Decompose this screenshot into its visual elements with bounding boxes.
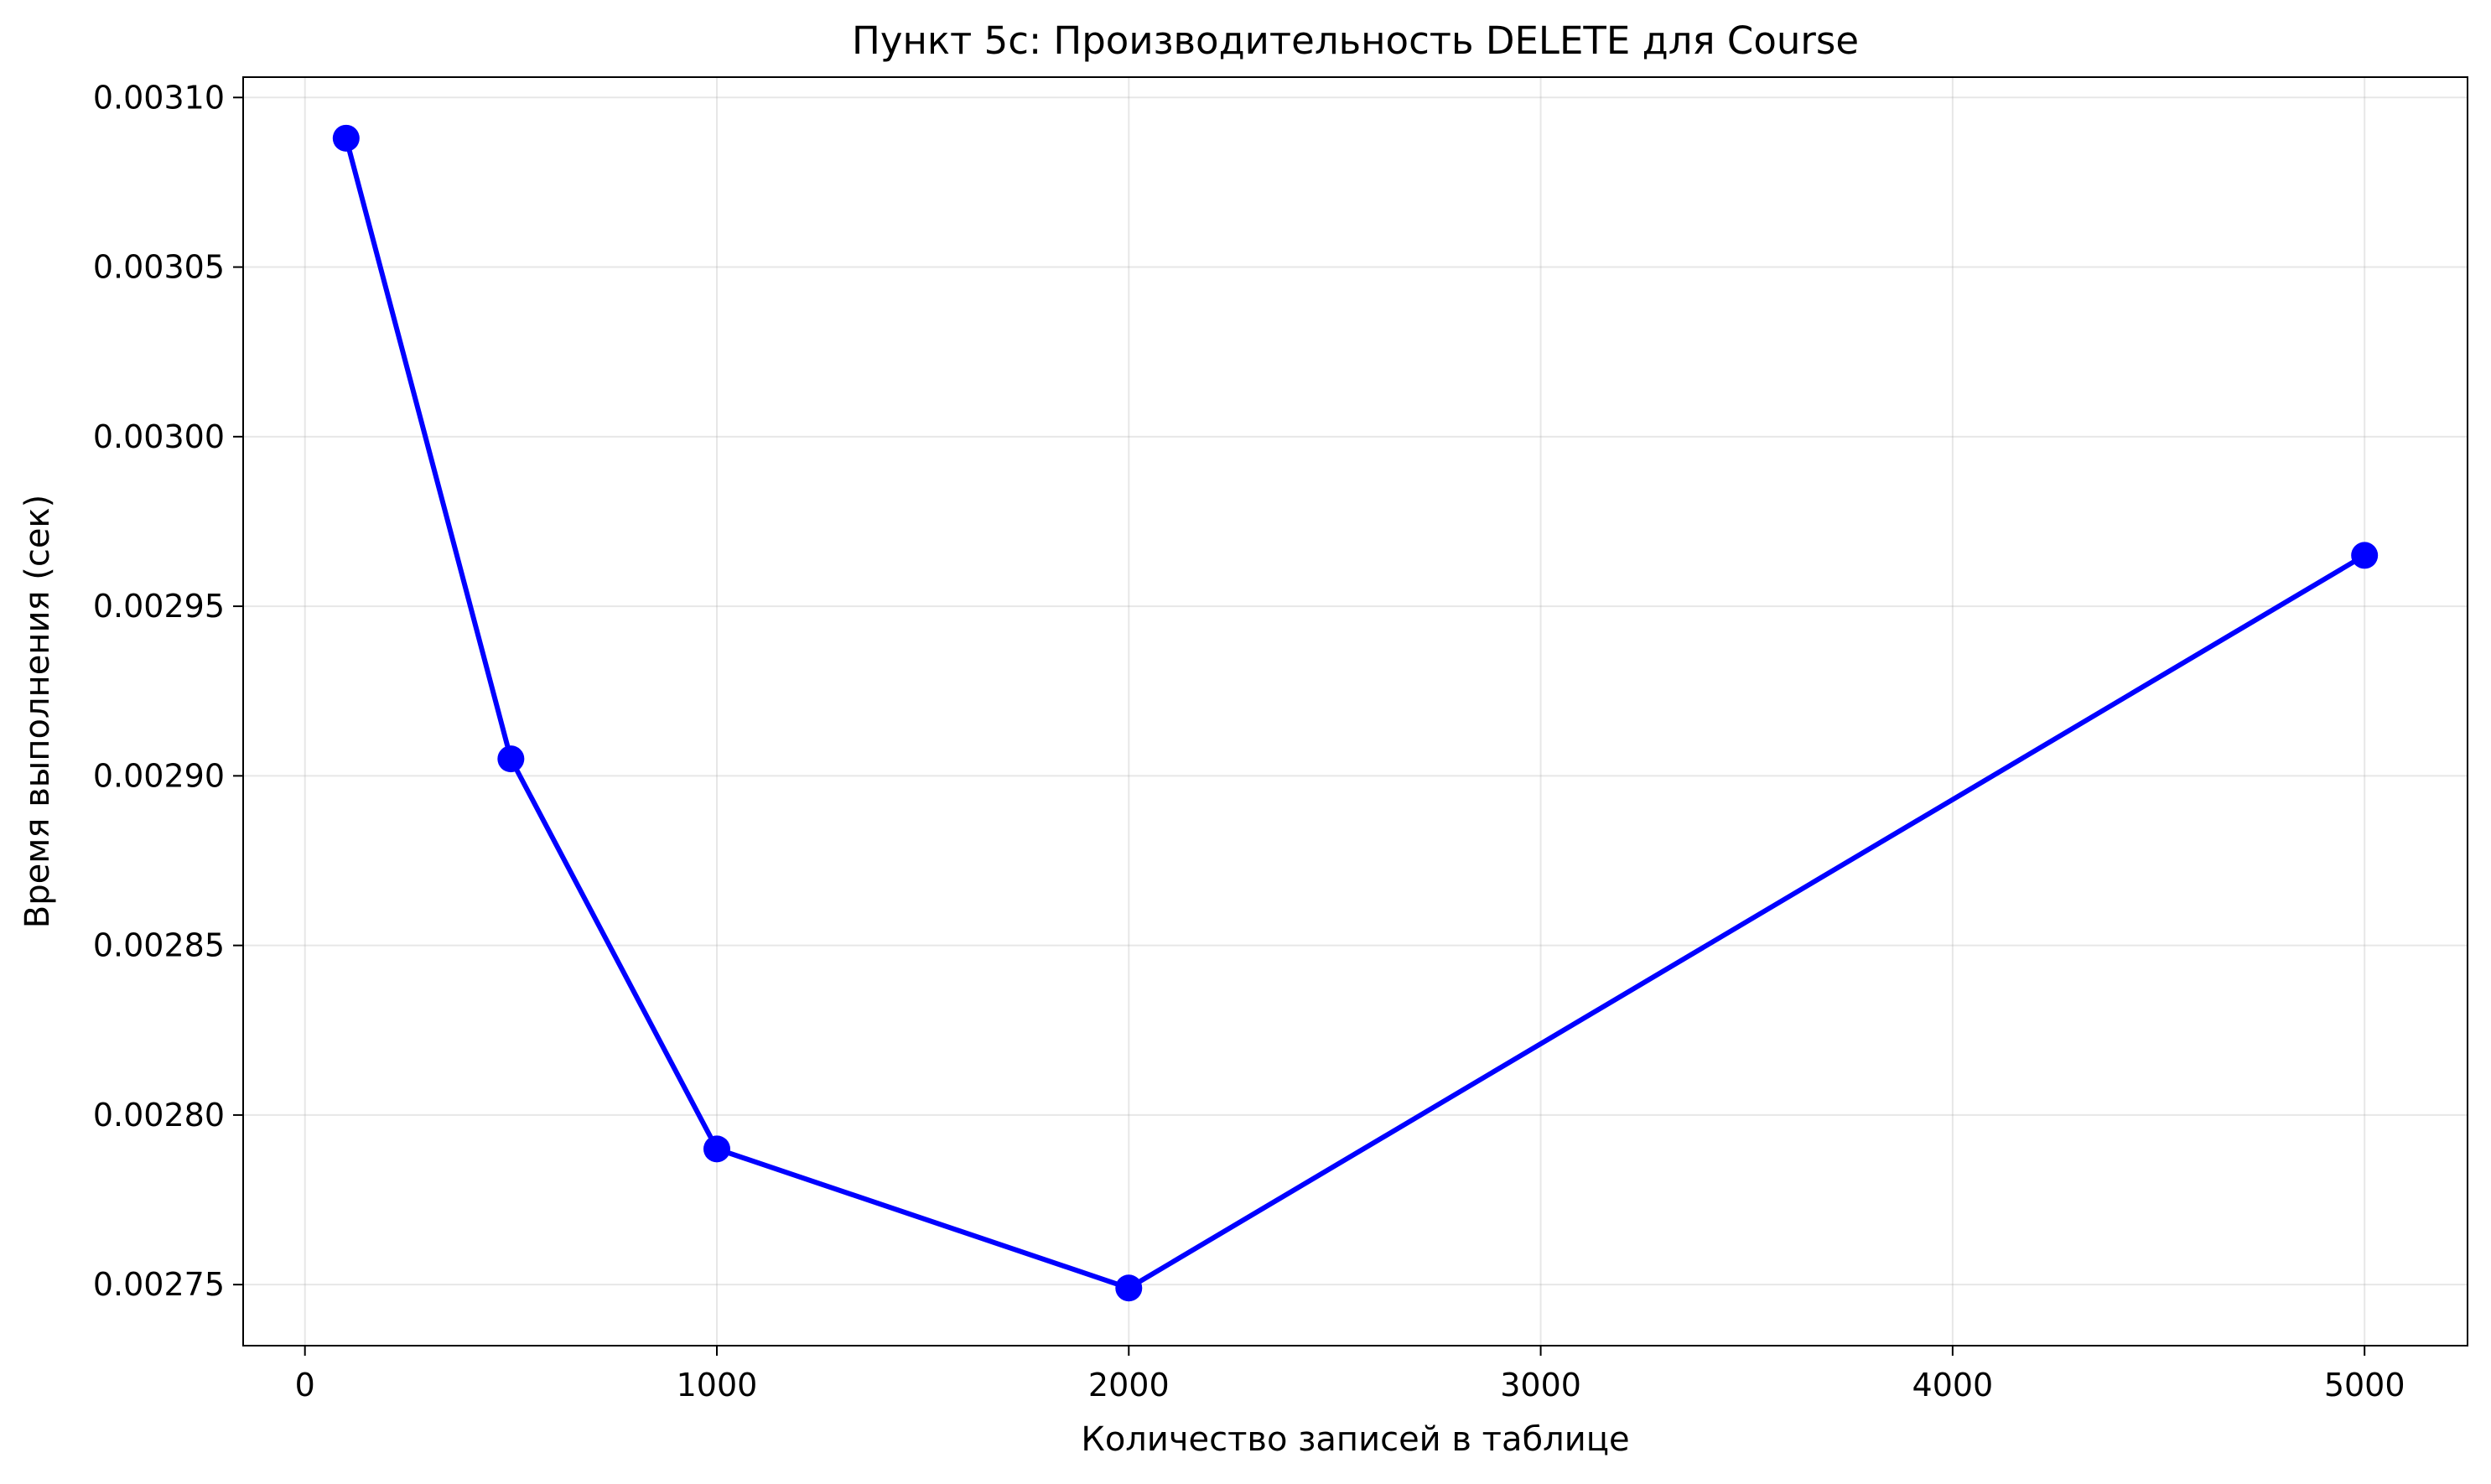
plot-frame [242,76,2468,1346]
data-point [703,1135,730,1163]
y-tick-label: 0.00305 [93,249,225,286]
x-tick-label: 1000 [677,1367,758,1404]
y-tick-label: 0.00285 [93,927,225,964]
y-tick-label: 0.00280 [93,1097,225,1134]
y-axis-label: Время выполнения (сек) [18,495,57,928]
x-tick-label: 4000 [1912,1367,1994,1404]
x-tick-label: 3000 [1500,1367,1581,1404]
y-tick-label: 0.00310 [93,79,225,116]
y-tick-label: 0.00300 [93,418,225,455]
data-point [1115,1274,1143,1302]
data-point [2351,542,2379,569]
grid [243,77,2468,1346]
ticks: 0 1000 2000 3000 4000 5000 0.00275 0.00280 0.002… [93,79,2405,1404]
x-tick-label: 5000 [2324,1367,2405,1404]
series-layer [332,124,2379,1302]
y-tick-label: 0.00295 [93,588,225,625]
y-tick-label: 0.00275 [93,1266,225,1303]
x-tick-label: 0 [295,1367,315,1404]
data-point [332,124,360,152]
x-axis-label: Количество записей в таблице [1081,1420,1629,1459]
chart-title: Пункт 5c: Производительность DELETE для … [852,18,1859,63]
x-tick-label: 2000 [1088,1367,1170,1404]
data-point [497,745,525,773]
y-tick-label: 0.00290 [93,757,225,794]
